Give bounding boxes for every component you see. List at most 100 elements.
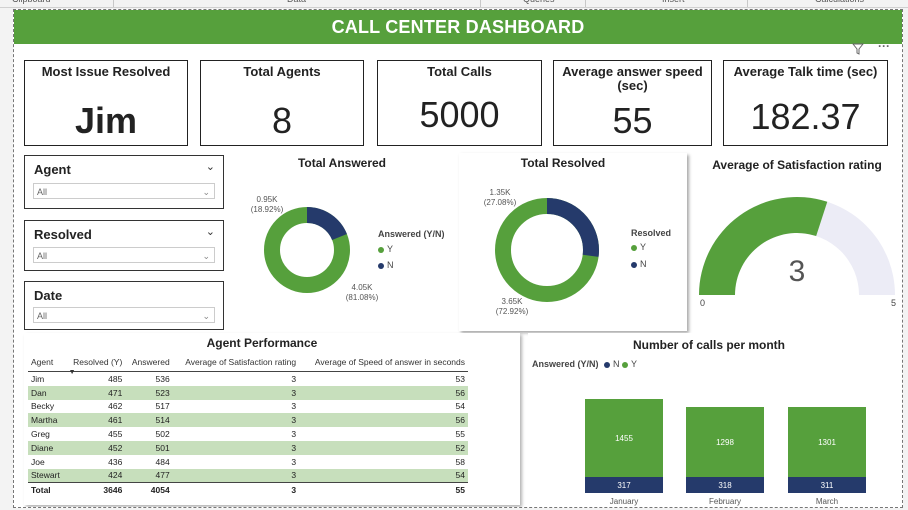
resolved-y-label: 3.65K (72.92%): [495, 297, 529, 316]
bar-segment-n[interactable]: 317: [585, 477, 663, 493]
table-total-row: Total 3646 4054 3 55: [28, 482, 468, 498]
gauge-chart: [699, 196, 895, 295]
dropdown-value: All: [37, 251, 48, 261]
page-title: CALL CENTER DASHBOARD: [331, 16, 585, 37]
legend-title: Answered (Y/N): [378, 229, 445, 239]
card-title: Average answer speed (sec): [562, 64, 703, 93]
ribbon-data[interactable]: Data: [287, 0, 306, 4]
legend-item-n[interactable]: N: [378, 260, 394, 270]
card-value: 5000: [419, 94, 500, 135]
legend-item-y[interactable]: Y: [378, 244, 393, 254]
resolved-n-label: 1.35K (27.08%): [483, 188, 517, 207]
legend-item-n[interactable]: N: [604, 359, 620, 369]
bar-january[interactable]: 1455 317: [585, 399, 663, 493]
agent-performance-visual[interactable]: Agent Performance Agent Resolved (Y) ▼ An…: [24, 333, 520, 505]
x-axis-label: March: [815, 497, 839, 506]
report-canvas: CALL CENTER DASHBOARD ··· Most Issue Res…: [13, 9, 903, 508]
bar-february[interactable]: 1298 318: [686, 407, 764, 493]
bar-segment-n[interactable]: 318: [686, 477, 764, 493]
answered-n-label: 0.95K (18.92%): [250, 195, 284, 214]
chevron-down-icon: ⌄: [202, 311, 210, 321]
slicer-title: Agent: [34, 162, 71, 177]
table-row[interactable]: Jim 485 536 3 53: [31, 373, 465, 384]
answered-n-slice[interactable]: [264, 207, 350, 293]
table-row[interactable]: Stewart 424 477 3 54: [28, 468, 468, 483]
table-row[interactable]: Martha 461 514 3 56: [28, 413, 468, 428]
table-row[interactable]: Greg 455 502 3 55: [31, 429, 465, 440]
card-value: 182.37: [750, 96, 861, 137]
chart-legend: Answered (Y/N) N Y: [532, 359, 637, 369]
column-header[interactable]: Answered: [125, 353, 173, 372]
bar-plot-area: 1455 317 January 1298 318 February 1301 311 Marc…: [528, 333, 900, 506]
column-header[interactable]: Average of Satisfaction rating: [172, 353, 300, 372]
bar-segment-y[interactable]: 1298: [686, 407, 764, 477]
ribbon-insert[interactable]: Insert: [662, 0, 685, 4]
legend-item-n[interactable]: N: [631, 259, 647, 269]
column-header[interactable]: Resolved (Y) ▼: [65, 353, 126, 376]
gauge-min: 0: [700, 298, 706, 308]
slicer-resolved[interactable]: Resolved ⌄ All ⌄: [24, 220, 224, 271]
card-total-agents: Total Agents 8: [200, 60, 364, 146]
more-options-icon[interactable]: ···: [878, 39, 890, 53]
slicer-agent[interactable]: Agent ⌄ All ⌄: [24, 155, 224, 209]
table-row[interactable]: Becky 462 517 3 54: [31, 401, 465, 412]
x-axis-label: February: [708, 497, 741, 506]
card-value: 55: [612, 100, 653, 141]
card-title: Total Agents: [243, 64, 321, 79]
sort-descending-icon[interactable]: ▼: [68, 369, 76, 376]
bar-segment-y[interactable]: 1455: [585, 399, 663, 477]
legend-title: Resolved: [631, 228, 672, 238]
card-value: 8: [271, 100, 293, 141]
date-dropdown[interactable]: All ⌄: [33, 307, 215, 323]
card-total-calls: Total Calls 5000: [377, 60, 542, 146]
total-resolved-visual[interactable]: Total Resolved 1.35K (27.08%) 3.65K (72.92…: [459, 153, 687, 331]
card-average-answer-speed: Average answer speed (sec) 55: [553, 60, 712, 146]
satisfaction-gauge-visual[interactable]: Average of Satisfaction rating 3 0 5: [694, 153, 900, 331]
x-axis-label: January: [609, 497, 639, 506]
resolved-donut: [495, 198, 599, 302]
chevron-down-icon[interactable]: ⌄: [205, 226, 215, 238]
column-header[interactable]: Agent: [28, 353, 66, 372]
dropdown-value: All: [37, 187, 48, 197]
legend-title: Answered (Y/N): [532, 359, 599, 369]
funnel-icon[interactable]: [851, 43, 865, 58]
ribbon-queries[interactable]: Queries: [523, 0, 555, 4]
agent-dropdown[interactable]: All ⌄: [33, 183, 215, 199]
total-answered-visual[interactable]: Total Answered 0.95K (18.92%) 4.05K (81.08…: [232, 153, 452, 331]
card-title: Most Issue Resolved: [41, 64, 171, 79]
ribbon-calculations[interactable]: Calculations: [815, 0, 864, 4]
visual-title: Average of Satisfaction rating: [712, 158, 882, 172]
card-title: Average Talk time (sec): [733, 64, 878, 79]
answered-y-label: 4.05K (81.08%): [345, 283, 379, 302]
bar-segment-y[interactable]: 1301: [788, 407, 866, 477]
card-most-issue-resolved: Most Issue Resolved Jim: [24, 60, 188, 146]
agent-performance-table: Agent Resolved (Y) ▼ Answered Average of …: [28, 353, 468, 498]
card-title: Total Calls: [427, 64, 492, 79]
visual-title: Agent Performance: [206, 336, 318, 350]
table-row[interactable]: Joe 436 484 3 58: [31, 456, 465, 467]
card-value: Jim: [74, 100, 138, 141]
chart-title: Number of calls per month: [632, 338, 786, 352]
bar-march[interactable]: 1301 311: [788, 407, 866, 493]
dropdown-value: All: [37, 311, 48, 321]
gauge-max: 5: [890, 298, 896, 308]
table-row[interactable]: Dan 471 523 3 56: [28, 385, 468, 400]
slicer-title: Resolved: [34, 227, 92, 242]
chevron-down-icon: ⌄: [202, 251, 210, 261]
chevron-down-icon[interactable]: ⌄: [205, 161, 215, 173]
calls-per-month-visual[interactable]: Number of calls per month Answered (Y/N)…: [528, 333, 900, 506]
slicer-title: Date: [34, 288, 63, 303]
slicer-date[interactable]: Date All ⌄: [24, 281, 224, 330]
gauge-fill[interactable]: [699, 196, 828, 295]
column-header[interactable]: Average of Speed of answer in seconds: [299, 353, 468, 372]
chevron-down-icon: ⌄: [202, 187, 210, 197]
ribbon-clipboard[interactable]: Clipboard: [12, 0, 51, 4]
legend-item-y[interactable]: Y: [631, 242, 646, 252]
dashboard-header: CALL CENTER DASHBOARD: [14, 10, 902, 44]
resolved-dropdown[interactable]: All ⌄: [33, 247, 215, 263]
legend-item-y[interactable]: Y: [622, 359, 637, 369]
ribbon-strip: Clipboard Data Queries Insert Calculatio…: [0, 0, 908, 8]
table-row[interactable]: Diane 452 501 3 52: [28, 440, 468, 455]
bar-segment-n[interactable]: 311: [788, 477, 866, 493]
resolved-n-slice[interactable]: [495, 198, 599, 302]
